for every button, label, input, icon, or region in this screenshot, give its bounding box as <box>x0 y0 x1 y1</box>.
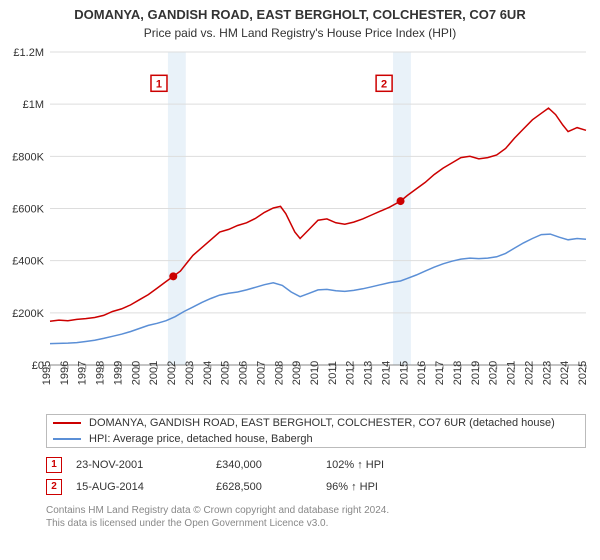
x-tick-label: 2010 <box>309 360 321 384</box>
marker-label: 2 <box>381 78 387 90</box>
marker-label: 1 <box>156 78 162 90</box>
chart-plot: £0£200K£400K£600K£800K£1M£1.2M1995199619… <box>0 40 600 410</box>
sale-point <box>397 197 405 205</box>
legend-item: HPI: Average price, detached house, Babe… <box>47 431 585 447</box>
x-tick-label: 1997 <box>77 360 89 384</box>
x-tick-label: 2003 <box>184 360 196 384</box>
y-tick-label: £200K <box>12 307 44 319</box>
legend-item: DOMANYA, GANDISH ROAD, EAST BERGHOLT, CO… <box>47 415 585 431</box>
y-tick-label: £600K <box>12 203 44 215</box>
sales-table: 1 23-NOV-2001£340,000102% ↑ HPI 2 15-AUG-20… <box>46 454 586 498</box>
sale-marker: 2 <box>46 479 62 495</box>
x-tick-label: 2023 <box>541 360 553 384</box>
y-tick-label: £1M <box>23 99 44 111</box>
chart-title: DOMANYA, GANDISH ROAD, EAST BERGHOLT, CO… <box>0 0 600 24</box>
footer-line-1: Contains HM Land Registry data © Crown c… <box>46 504 586 517</box>
chart-subtitle: Price paid vs. HM Land Registry's House … <box>0 24 600 40</box>
x-tick-label: 2011 <box>327 361 339 385</box>
sale-price: £628,500 <box>216 481 326 493</box>
sale-date: 15-AUG-2014 <box>76 481 216 493</box>
legend-swatch <box>53 438 81 440</box>
legend-label: HPI: Average price, detached house, Babe… <box>89 433 313 445</box>
sale-point <box>169 272 177 280</box>
x-tick-label: 2022 <box>523 360 535 384</box>
x-tick-label: 2005 <box>220 360 232 384</box>
sale-price: £340,000 <box>216 459 326 471</box>
x-tick-label: 2018 <box>452 360 464 384</box>
x-tick-label: 2014 <box>380 360 392 384</box>
x-tick-label: 2019 <box>470 360 482 384</box>
sale-marker: 1 <box>46 457 62 473</box>
x-tick-label: 1998 <box>95 360 107 384</box>
x-tick-label: 2015 <box>398 360 410 384</box>
x-tick-label: 2000 <box>130 360 142 384</box>
sale-date: 23-NOV-2001 <box>76 459 216 471</box>
x-tick-label: 2021 <box>506 360 518 384</box>
legend-label: DOMANYA, GANDISH ROAD, EAST BERGHOLT, CO… <box>89 417 555 429</box>
x-tick-label: 2013 <box>363 360 375 384</box>
y-tick-label: £400K <box>12 255 44 267</box>
x-tick-label: 2012 <box>345 360 357 384</box>
x-tick-label: 2017 <box>434 360 446 384</box>
sale-diff: 102% ↑ HPI <box>326 459 436 471</box>
sales-row: 1 23-NOV-2001£340,000102% ↑ HPI <box>46 454 586 476</box>
x-tick-label: 2004 <box>202 360 214 384</box>
x-tick-label: 2009 <box>291 360 303 384</box>
legend: DOMANYA, GANDISH ROAD, EAST BERGHOLT, CO… <box>46 414 586 448</box>
x-tick-label: 2025 <box>577 360 589 384</box>
x-tick-label: 2024 <box>559 360 571 384</box>
sales-row: 2 15-AUG-2014£628,50096% ↑ HPI <box>46 476 586 498</box>
footer-line-2: This data is licensed under the Open Gov… <box>46 517 586 530</box>
x-tick-label: 1995 <box>41 360 53 384</box>
series-hpi <box>50 234 586 344</box>
x-tick-label: 2020 <box>488 360 500 384</box>
x-tick-label: 2008 <box>273 360 285 384</box>
legend-swatch <box>53 422 81 424</box>
x-tick-label: 1999 <box>112 360 124 384</box>
x-tick-label: 2006 <box>238 360 250 384</box>
x-tick-label: 2001 <box>148 360 160 384</box>
x-tick-label: 1996 <box>59 360 71 384</box>
sale-diff: 96% ↑ HPI <box>326 481 436 493</box>
y-tick-label: £1.2M <box>13 47 44 59</box>
x-tick-label: 2002 <box>166 360 178 384</box>
footer-note: Contains HM Land Registry data © Crown c… <box>46 504 586 530</box>
x-tick-label: 2007 <box>255 360 267 384</box>
y-tick-label: £800K <box>12 151 44 163</box>
x-tick-label: 2016 <box>416 360 428 384</box>
